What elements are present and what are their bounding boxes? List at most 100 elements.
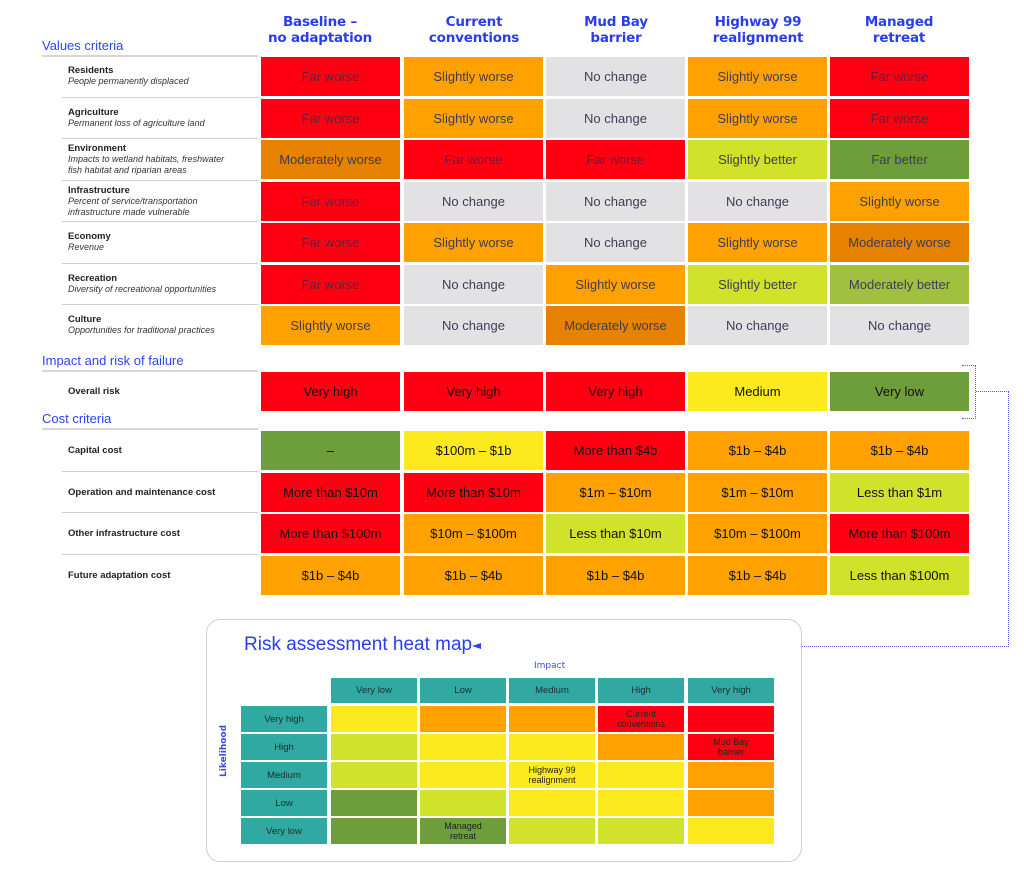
arrow-left-icon	[472, 643, 481, 649]
rating-cell: Medium	[688, 372, 827, 411]
heat-map-cell: Mud Bay barrier	[688, 734, 774, 760]
column-header-mud-bay-barrier: Mud Bay barrier	[546, 14, 686, 46]
heat-map-cell	[509, 706, 595, 732]
column-header-line: barrier	[590, 30, 642, 46]
section-title-values: Values criteria	[42, 38, 124, 53]
rating-cell: No change	[404, 182, 543, 221]
criterion-label: Future adaptation cost	[68, 570, 258, 581]
rating-cell: No change	[546, 223, 685, 262]
heat-map-cell	[598, 734, 684, 760]
rating-cell: Slightly better	[688, 140, 827, 179]
impact-level-header: Low	[420, 678, 506, 703]
column-header-line: realignment	[712, 30, 804, 46]
rating-cell: $10m – $100m	[688, 514, 827, 553]
rating-cell: More than $100m	[261, 514, 400, 553]
rating-cell: Very high	[404, 372, 543, 411]
rating-cell: Moderately worse	[546, 306, 685, 345]
criterion-title: Overall risk	[68, 386, 120, 397]
criterion-subtitle: Percent of service/transportation	[68, 195, 198, 206]
likelihood-level-header: High	[241, 734, 327, 760]
criterion-title: Environment	[68, 142, 127, 154]
rating-cell: $1m – $10m	[546, 473, 685, 512]
rating-cell: Far worse	[830, 57, 969, 96]
rating-cell: Moderately worse	[261, 140, 400, 179]
rating-cell: Far better	[830, 140, 969, 179]
row-divider	[62, 263, 258, 264]
rating-cell: No change	[546, 182, 685, 221]
heat-map-cell	[331, 818, 417, 844]
connector-line	[975, 365, 976, 419]
heat-map-cell	[420, 790, 506, 816]
rating-cell: Slightly worse	[688, 223, 827, 262]
rating-cell: Far worse	[261, 265, 400, 304]
rating-cell: No change	[688, 306, 827, 345]
likelihood-level-header: Very high	[241, 706, 327, 732]
criterion-title: Infrastructure	[68, 184, 130, 196]
column-header-line: no adaptation	[267, 30, 373, 46]
criterion-title: Capital cost	[68, 445, 122, 456]
heat-map-cell	[420, 706, 506, 732]
rating-cell: Very low	[830, 372, 969, 411]
rating-cell: Slightly worse	[404, 223, 543, 262]
rating-cell: Far worse	[261, 99, 400, 138]
rating-cell: Far worse	[546, 140, 685, 179]
section-title-risk: Impact and risk of failure	[42, 353, 184, 368]
rating-cell: Moderately worse	[830, 223, 969, 262]
heat-map-title: Risk assessment heat map	[244, 634, 473, 655]
option-marker: Mud Bay barrier	[713, 737, 749, 757]
rating-cell: Less than $10m	[546, 514, 685, 553]
criterion-title: Residents	[68, 65, 114, 76]
column-header-line: Baseline –	[282, 14, 358, 30]
row-divider	[62, 554, 258, 555]
criterion-title: Operation and maintenance cost	[68, 487, 216, 498]
section-divider	[42, 428, 258, 430]
section-divider	[42, 370, 258, 372]
column-header-managed-retreat: Managed retreat	[829, 14, 969, 46]
criterion-label: Economy Revenue	[68, 231, 258, 253]
rating-cell: $100m – $1b	[404, 431, 543, 470]
heat-map-cell	[688, 790, 774, 816]
criterion-label: Culture Opportunities for traditional pra…	[68, 314, 258, 336]
criterion-label: Agriculture Permanent loss of agriculture…	[68, 107, 258, 129]
heat-map-cell	[509, 790, 595, 816]
rating-cell: Less than $1m	[830, 473, 969, 512]
criterion-label: Environment Impacts to wetland habitats, …	[68, 143, 258, 176]
row-divider	[62, 138, 258, 139]
heat-map-cell	[331, 790, 417, 816]
column-header-baseline: Baseline – no adaptation	[250, 14, 390, 46]
column-header-line: Managed	[864, 14, 934, 30]
rating-cell: $1b – $4b	[261, 556, 400, 595]
connector-line	[962, 365, 976, 366]
impact-level-header: Medium	[509, 678, 595, 703]
rating-cell: $1b – $4b	[546, 556, 685, 595]
rating-cell: $1b – $4b	[688, 431, 827, 470]
rating-cell: $1b – $4b	[688, 556, 827, 595]
heat-map-cell	[509, 734, 595, 760]
heat-map-cell	[331, 734, 417, 760]
criterion-subtitle: fish habitat and riparian areas	[68, 164, 187, 175]
rating-cell: No change	[546, 57, 685, 96]
rating-cell: Slightly worse	[404, 57, 543, 96]
row-divider	[62, 180, 258, 181]
row-divider	[62, 97, 258, 98]
row-divider	[62, 512, 258, 513]
criterion-title: Culture	[68, 314, 102, 325]
rating-cell: Slightly worse	[261, 306, 400, 345]
rating-cell: Far worse	[261, 182, 400, 221]
column-header-line: conventions	[428, 30, 520, 46]
column-header-line: Highway 99	[714, 14, 802, 30]
heat-map-cell: Managed retreat	[420, 818, 506, 844]
rating-cell: Slightly worse	[830, 182, 969, 221]
rating-cell: $1b – $4b	[830, 431, 969, 470]
criterion-subtitle: Permanent loss of agriculture land	[68, 118, 205, 128]
row-divider	[62, 471, 258, 472]
rating-cell: Less than $100m	[830, 556, 969, 595]
rating-cell: Far worse	[830, 99, 969, 138]
option-marker: Managed retreat	[444, 821, 482, 841]
criterion-label: Recreation Diversity of recreational oppo…	[68, 273, 258, 295]
likelihood-level-header: Low	[241, 790, 327, 816]
impact-level-header: High	[598, 678, 684, 703]
rating-cell: More than $100m	[830, 514, 969, 553]
rating-cell: Slightly worse	[546, 265, 685, 304]
connector-line	[962, 418, 976, 419]
